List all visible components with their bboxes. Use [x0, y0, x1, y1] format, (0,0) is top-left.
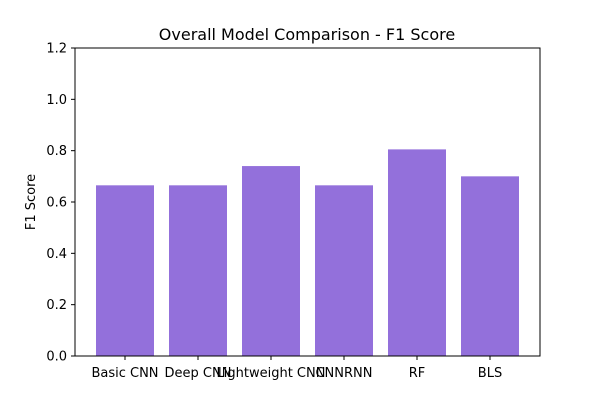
y-tick-label: 1.2 [46, 42, 67, 57]
y-tick-label: 0.4 [46, 247, 67, 262]
x-tick-label: Basic CNN [91, 366, 158, 381]
y-axis-label: F1 Score [24, 174, 39, 230]
bar-bls [461, 176, 519, 356]
bar-basic-cnn [96, 185, 154, 356]
bar-rf [388, 149, 446, 356]
x-tick-label: Lightweight CNN [217, 366, 326, 381]
y-tick-label: 1.0 [46, 93, 67, 108]
bar-deep-cnn [169, 185, 227, 356]
x-tick-label: CNNRNN [315, 366, 372, 381]
bars-group [96, 149, 519, 356]
x-tick-label: RF [409, 366, 426, 381]
bar-cnnrnn [315, 185, 373, 356]
y-tick-label: 0.0 [46, 350, 67, 365]
y-tick-label: 0.2 [46, 298, 67, 313]
x-tick-label: Deep CNN [165, 366, 232, 381]
y-tick-label: 0.8 [46, 144, 67, 159]
bar-lightweight-cnn [242, 166, 300, 356]
chart-title: Overall Model Comparison - F1 Score [159, 25, 455, 44]
y-axis-ticks: 0.0 0.2 0.4 0.6 0.8 1.0 1.2 [46, 42, 75, 365]
plot-frame [74, 47, 541, 357]
y-tick-label: 0.6 [46, 196, 67, 211]
x-tick-label: BLS [478, 366, 502, 381]
